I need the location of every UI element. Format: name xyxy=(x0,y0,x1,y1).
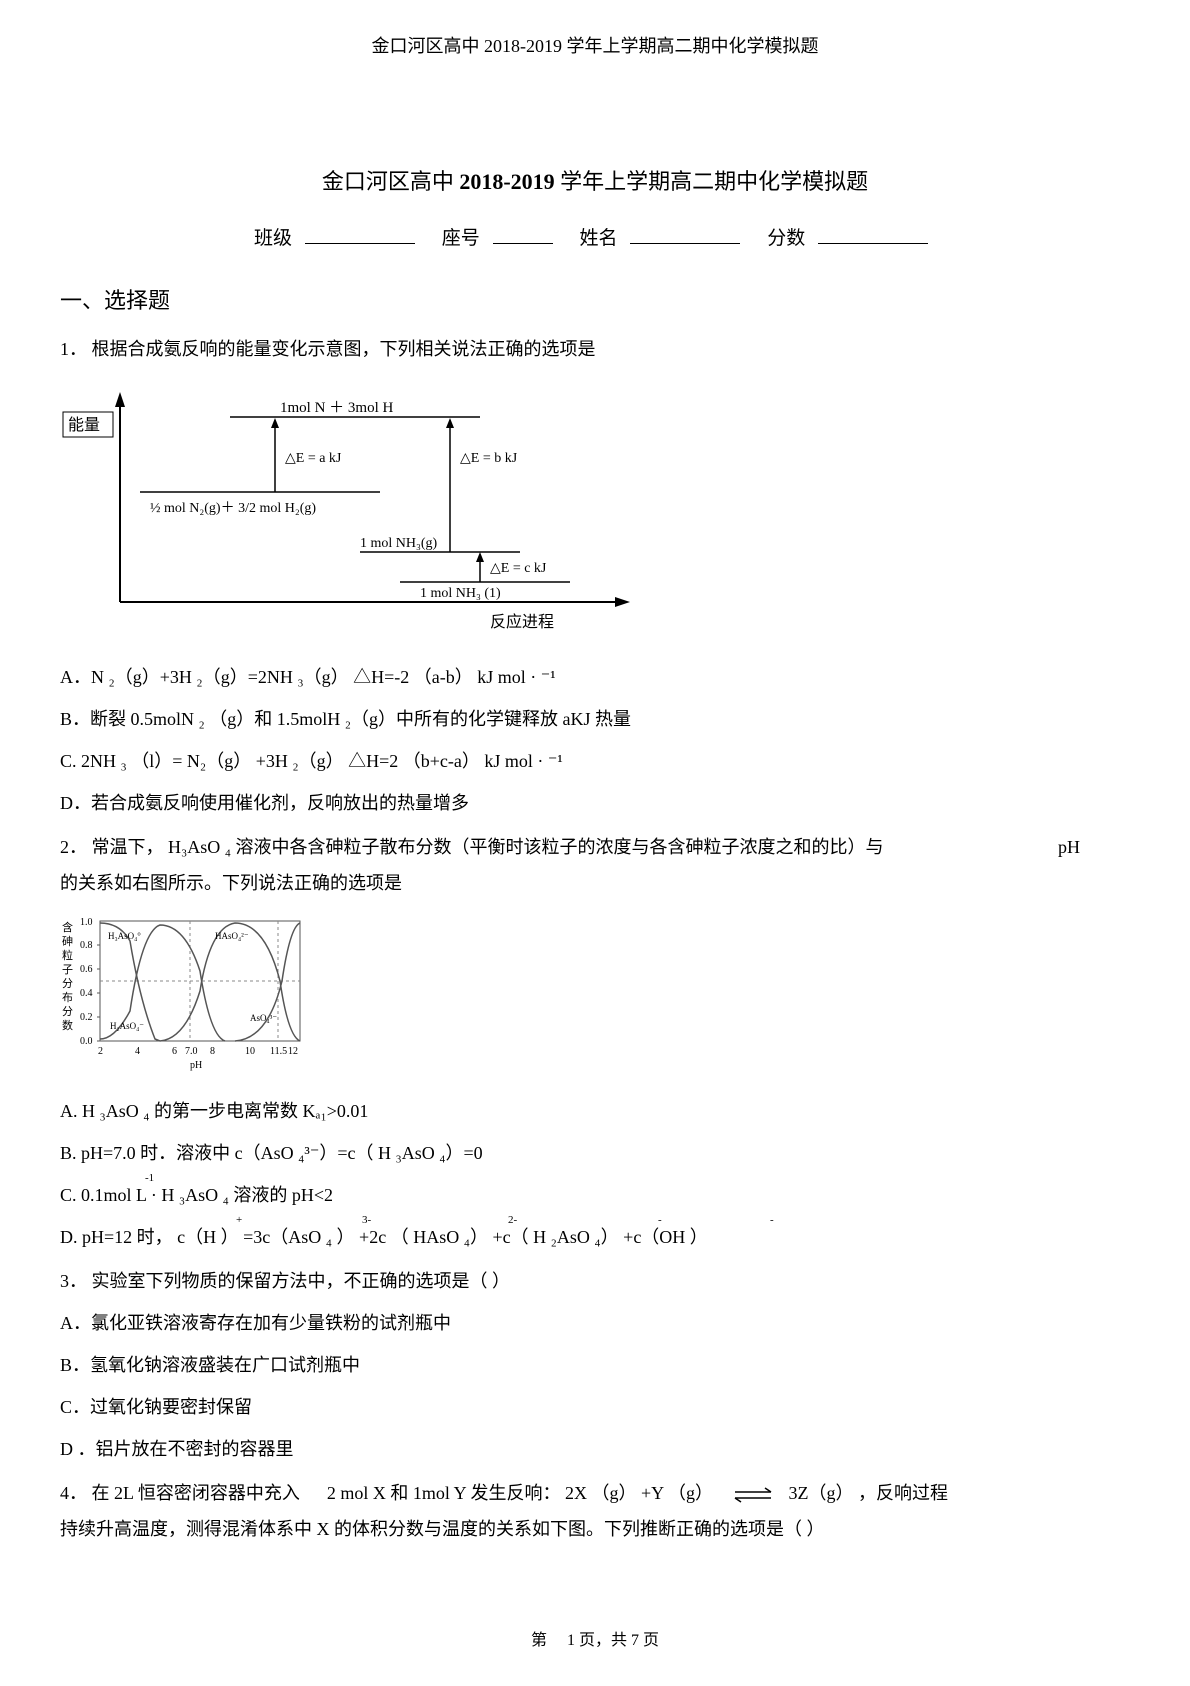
svg-text:10: 10 xyxy=(245,1046,255,1057)
q2-d-text: D. pH=12 时， c（H ） =3c（AsO ₄ ） +2c （ HAsO… xyxy=(60,1227,708,1247)
seat-blank xyxy=(493,243,553,244)
diagram-dE-b: △E = b kJ xyxy=(460,451,518,466)
question-3: 3． 实验室下列物质的保留方法中，不正确的选项是（ ） A．氯化亚铁溶液寄存在加… xyxy=(60,1263,1130,1467)
diagram-nh3g: 1 mol NH₃(g) xyxy=(360,536,438,551)
q3-opt-c: C．过氧化钠要密封保留 xyxy=(60,1389,1130,1425)
score-blank xyxy=(818,243,928,244)
q2-stem1-text: 2． 常温下， H₃AsO ₄ 溶液中各含砷粒子散布分数（平衡时该粒子的浓度与各… xyxy=(60,837,884,857)
section-1-title: 一、选择题 xyxy=(60,281,1130,321)
q2-opt-b: B. pH=7.0 时．溶液中 c（AsO ₄³⁻）=c（ H ₃AsO ₄）=… xyxy=(60,1135,1130,1171)
svg-text:HAsO₄²⁻: HAsO₄²⁻ xyxy=(215,931,249,941)
svg-text:8: 8 xyxy=(210,1046,215,1057)
svg-text:布: 布 xyxy=(62,991,73,1004)
diagram-dE-a: △E = a kJ xyxy=(285,451,342,466)
student-info-line: 班级 座号 姓名 分数 xyxy=(60,222,1130,256)
q2-stem1-ph: pH xyxy=(1058,829,1080,865)
footer-mid: 页，共 xyxy=(579,1632,627,1649)
svg-text:2: 2 xyxy=(98,1046,103,1057)
name-blank xyxy=(630,243,740,244)
class-label: 班级 xyxy=(254,228,292,249)
exam-title: 金口河区高中 2018-2019 学年上学期高二期中化学模拟题 xyxy=(60,162,1130,202)
name-label: 姓名 xyxy=(580,228,618,249)
footer-suffix: 页 xyxy=(643,1632,659,1649)
q1-opt-c: C. 2NH ₃ （l）= N₂（g） +3H ₂（g） △H=2 （b+c-a… xyxy=(60,743,1130,779)
q3-opt-d: D ．铝片放在不密封的容器里 xyxy=(60,1431,1130,1467)
title-suffix: 学年上学期高二期中化学模拟题 xyxy=(560,169,868,194)
q3-opt-a: A．氯化亚铁溶液寄存在加有少量铁粉的试剂瓶中 xyxy=(60,1305,1130,1341)
svg-text:0.6: 0.6 xyxy=(80,964,93,975)
diagram-nh3l: 1 mol NH₃ (1) xyxy=(420,586,501,601)
q4-line2: 持续升高温度，测得混淆体系中 X 的体积分数与温度的关系如下图。下列推断正确的选… xyxy=(60,1511,1130,1547)
svg-text:数: 数 xyxy=(62,1019,73,1032)
q1-energy-diagram: 能量 反应进程 1mol N ＋ 3mol H ½ mol N₂(g)＋ 3/2… xyxy=(60,382,1130,644)
svg-text:0.4: 0.4 xyxy=(80,988,93,999)
q2-stem-line2: 的关系如右图所示。下列说法正确的选项是 xyxy=(60,865,1130,901)
q2-d-sup2: 3- xyxy=(362,1209,371,1231)
svg-text:6: 6 xyxy=(172,1046,177,1057)
diagram-dE-c: △E = c kJ xyxy=(490,561,547,576)
svg-text:7.0: 7.0 xyxy=(185,1046,198,1057)
page-header: 金口河区高中 2018-2019 学年上学期高二期中化学模拟题 xyxy=(60,30,1130,62)
q2-d-sup4: - xyxy=(658,1209,662,1231)
svg-text:0.0: 0.0 xyxy=(80,1036,93,1047)
q1-opt-b: B．断裂 0.5molN ₂ （g）和 1.5molH ₂（g）中所有的化学键释… xyxy=(60,701,1130,737)
svg-text:11.5: 11.5 xyxy=(270,1046,287,1057)
question-4: 4． 在 2L 恒容密闭容器中充入 2 mol X 和 1mol Y 发生反响：… xyxy=(60,1475,1130,1547)
q2-stem-line1: 2． 常温下， H₃AsO ₄ 溶液中各含砷粒子散布分数（平衡时该粒子的浓度与各… xyxy=(60,829,1130,865)
seat-label: 座号 xyxy=(442,228,480,249)
q2-opt-d: + 3- 2- - - D. pH=12 时， c（H ） =3c（AsO ₄ … xyxy=(60,1219,1130,1255)
svg-text:砷: 砷 xyxy=(62,935,73,948)
q2-d-sup3: 2- xyxy=(508,1209,517,1231)
q2-distribution-chart: 0.0 0.2 0.4 0.6 0.8 1.0 含砷粒 子分布 分数 2 4 6… xyxy=(60,911,1130,1083)
q1-opt-d: D．若合成氨反响使用催化剂，反响放出的热量增多 xyxy=(60,785,1130,821)
diagram-left-label: ½ mol N₂(g)＋ 3/2 mol H₂(g) xyxy=(150,501,316,516)
equilibrium-arrow-icon xyxy=(731,1487,775,1503)
svg-text:子: 子 xyxy=(62,963,73,976)
diagram-x-label: 反应进程 xyxy=(490,612,554,631)
q2-opt-a: A. H ₃AsO ₄ 的第一步电离常数 Kₐ₁>0.01 xyxy=(60,1093,1130,1129)
score-label: 分数 xyxy=(767,228,805,249)
footer-prefix: 第 xyxy=(531,1632,547,1649)
question-1: 1． 根据合成氨反响的能量变化示意图，下列相关说法正确的选项是 能量 反应进程 … xyxy=(60,331,1130,821)
svg-text:1.0: 1.0 xyxy=(80,917,93,928)
diagram-y-label: 能量 xyxy=(68,416,100,434)
q2-c-sup: -1 xyxy=(145,1167,154,1189)
q2-d-sup5: - xyxy=(770,1209,774,1231)
q2-c-text: C. 0.1mol L · H ₃AsO ₄ 溶液的 pH<2 xyxy=(60,1185,333,1205)
q4-line1: 4． 在 2L 恒容密闭容器中充入 2 mol X 和 1mol Y 发生反响：… xyxy=(60,1475,1130,1511)
q4-line1b: 2 mol X 和 1mol Y 发生反响： 2X （g） +Y （g） xyxy=(327,1483,713,1503)
q4-line1c: 3Z（g） ，反响过程 xyxy=(788,1483,948,1503)
title-prefix: 金口河区高中 xyxy=(322,169,454,194)
svg-text:12: 12 xyxy=(288,1046,298,1057)
footer-total: 7 xyxy=(631,1632,639,1649)
class-blank xyxy=(305,243,415,244)
svg-text:分: 分 xyxy=(62,977,73,990)
title-year: 2018-2019 xyxy=(459,169,554,194)
q2-opt-c: -1 C. 0.1mol L · H ₃AsO ₄ 溶液的 pH<2 xyxy=(60,1177,1130,1213)
footer-page: 1 xyxy=(567,1632,575,1649)
q4-line1a: 4． 在 2L 恒容密闭容器中充入 xyxy=(60,1483,300,1503)
svg-text:分: 分 xyxy=(62,1005,73,1018)
q1-opt-a: A．N ₂（g）+3H ₂（g）=2NH ₃（g） △H=-2 （a-b） kJ… xyxy=(60,659,1130,695)
svg-text:粒: 粒 xyxy=(62,948,73,962)
q3-stem: 3． 实验室下列物质的保留方法中，不正确的选项是（ ） xyxy=(60,1263,1130,1299)
svg-text:0.8: 0.8 xyxy=(80,940,93,951)
svg-text:AsO₄³⁻: AsO₄³⁻ xyxy=(250,1013,277,1023)
svg-text:4: 4 xyxy=(135,1046,140,1057)
svg-text:H₃AsO₄°: H₃AsO₄° xyxy=(108,931,141,941)
svg-text:H₂AsO₄⁻: H₂AsO₄⁻ xyxy=(110,1021,144,1031)
svg-text:含: 含 xyxy=(62,920,73,934)
page-footer: 第 1 页，共 7 页 xyxy=(60,1627,1130,1656)
q1-stem: 1． 根据合成氨反响的能量变化示意图，下列相关说法正确的选项是 xyxy=(60,331,1130,367)
question-2: 2． 常温下， H₃AsO ₄ 溶液中各含砷粒子散布分数（平衡时该粒子的浓度与各… xyxy=(60,829,1130,1255)
q2-d-sup1: + xyxy=(236,1209,242,1231)
svg-text:pH: pH xyxy=(190,1060,202,1071)
q3-opt-b: B．氢氧化钠溶液盛装在广口试剂瓶中 xyxy=(60,1347,1130,1383)
svg-text:0.2: 0.2 xyxy=(80,1012,93,1023)
diagram-top-label: 1mol N ＋ 3mol H xyxy=(280,400,394,416)
